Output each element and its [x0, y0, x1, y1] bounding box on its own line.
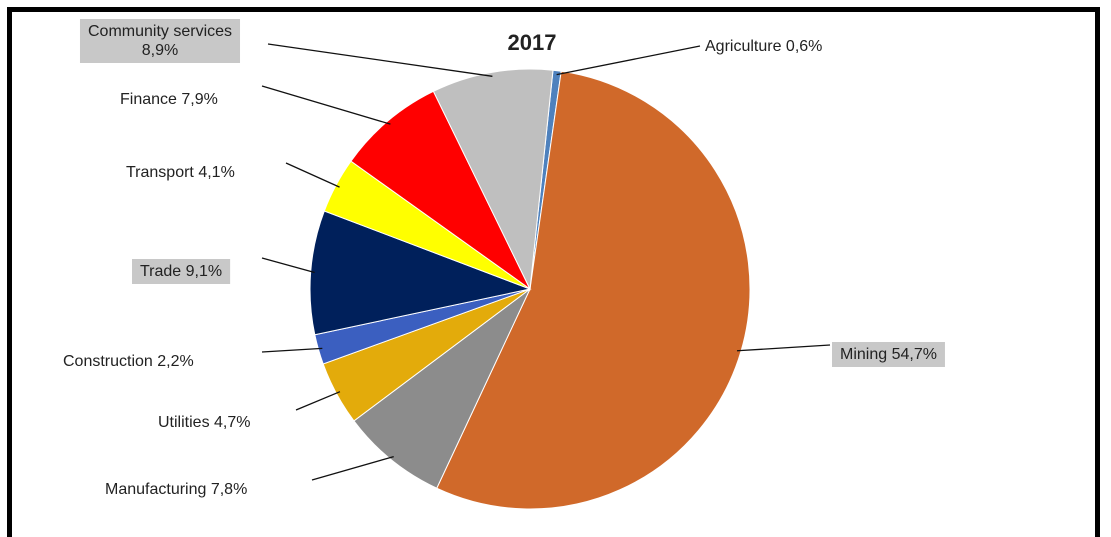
label-agriculture: Agriculture 0,6% [705, 38, 822, 55]
leader-line-utilities [295, 391, 341, 411]
label-box-mining [832, 342, 945, 367]
slice-finance [350, 90, 531, 290]
slice-trade [309, 210, 532, 336]
leader-line-trade [261, 257, 315, 274]
label-finance: Finance 7,9% [120, 91, 218, 108]
slice-labels: Agriculture 0,6% Mining 54,7% Manufacturin… [63, 19, 945, 498]
slice-community-services [432, 68, 554, 291]
leader-line-mining [736, 344, 831, 352]
leader-line-construction [261, 347, 323, 353]
pie-slices [309, 68, 751, 510]
label-trade: Trade 9,1% [140, 263, 222, 280]
leader-line-agriculture [556, 45, 701, 76]
label-transport: Transport 4,1% [126, 164, 235, 181]
slice-mining [436, 70, 751, 510]
leader-line-manufacturing [311, 455, 394, 481]
leader-line-finance [261, 85, 391, 125]
label-community-services-line-1: Community services [88, 23, 232, 40]
leader-line-community-services [267, 43, 493, 77]
label-box-trade [132, 259, 231, 284]
label-box-community-services [79, 19, 241, 63]
leader-line-transport [285, 162, 340, 188]
slice-manufacturing [353, 288, 531, 489]
label-utilities: Utilities 4,7% [158, 414, 250, 431]
label-manufacturing: Manufacturing 7,8% [105, 481, 247, 498]
label-community-services-line-2: 8,9% [142, 42, 178, 59]
label-mining: Mining 54,7% [840, 346, 937, 363]
leader-lines [261, 43, 831, 481]
chart-title: 2017 [508, 30, 557, 55]
label-construction: Construction 2,2% [63, 353, 194, 370]
